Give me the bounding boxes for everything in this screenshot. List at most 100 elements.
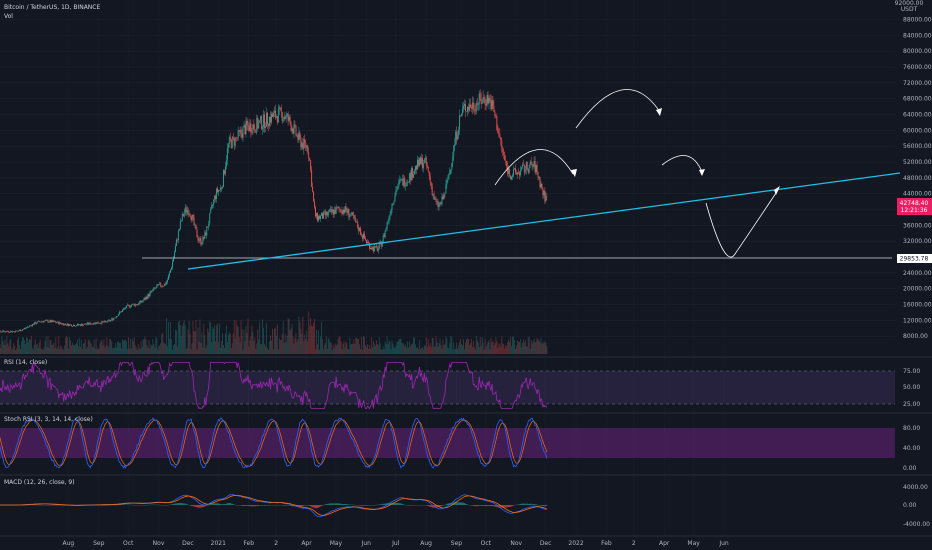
time-tick-label: Jun xyxy=(718,540,729,547)
volume-bar xyxy=(526,346,528,354)
candle-body xyxy=(430,182,432,186)
candle-body xyxy=(95,322,97,324)
projection-path[interactable] xyxy=(705,189,779,258)
volume-bar xyxy=(138,347,140,354)
current-price-tag xyxy=(897,198,932,215)
volume-bar xyxy=(544,341,546,354)
volume-bar xyxy=(111,341,113,354)
volume-bar xyxy=(254,337,256,354)
support-price-tag xyxy=(897,254,932,263)
volume-bar xyxy=(143,339,145,354)
macd-hist-bar xyxy=(344,503,346,505)
volume-bar xyxy=(61,346,63,354)
time-tick-label: Nov xyxy=(153,540,165,547)
macd-hist-bar xyxy=(231,503,233,505)
macd-hist-bar xyxy=(441,505,443,506)
volume-bar xyxy=(79,346,81,354)
candle-body xyxy=(149,292,151,297)
candle-body xyxy=(82,324,84,326)
volume-bar xyxy=(144,336,146,354)
macd-hist-bar xyxy=(224,503,226,505)
candle-body xyxy=(385,228,387,231)
symbol-title[interactable]: Bitcoin / TetherUS, 1D, BINANCE xyxy=(4,4,100,11)
arc-drawing-right-shoulder[interactable] xyxy=(661,155,703,173)
macd-hist-bar xyxy=(213,503,215,505)
volume-bar xyxy=(85,348,87,354)
volume-bar xyxy=(307,341,309,354)
candle-body xyxy=(239,130,241,132)
macd-hist-bar xyxy=(319,505,320,508)
macd-hist-bar xyxy=(301,505,303,507)
volume-bar xyxy=(20,349,22,354)
volume-bar xyxy=(409,341,411,354)
candle-body xyxy=(201,243,203,245)
candle-body xyxy=(64,323,66,326)
candle-body xyxy=(100,323,102,324)
volume-bar xyxy=(126,349,128,354)
volume-bar xyxy=(510,336,512,354)
candle-body xyxy=(252,124,254,134)
volume-bar xyxy=(320,321,322,354)
volume-bar xyxy=(300,328,302,354)
trend-line[interactable] xyxy=(187,172,901,270)
macd-hist-bar xyxy=(310,505,312,507)
volume-bar xyxy=(536,337,538,354)
volume-bar xyxy=(304,334,306,354)
candle-body xyxy=(32,324,34,325)
candle-body xyxy=(485,103,487,106)
macd-hist-bar xyxy=(257,505,259,506)
macd-hist-bar xyxy=(529,503,531,505)
candle-body xyxy=(470,107,472,109)
volume-bar xyxy=(255,348,257,354)
volume-bar xyxy=(487,341,489,354)
candle-body xyxy=(189,213,191,217)
candle-body xyxy=(370,248,372,250)
candle-body xyxy=(471,102,473,109)
candle-body xyxy=(344,206,346,213)
macd-hist-bar xyxy=(435,505,437,508)
candle-body xyxy=(225,159,227,167)
candle-body xyxy=(76,324,78,326)
volume-bar xyxy=(419,349,421,354)
candle-body xyxy=(66,324,68,326)
macd-hist-bar xyxy=(202,505,204,508)
macd-hist-bar xyxy=(513,505,514,506)
candle-body xyxy=(167,279,169,282)
volume-bar xyxy=(269,341,270,354)
macd-hist-bar xyxy=(543,505,545,507)
candle-body xyxy=(299,132,301,138)
macd-hist-bar xyxy=(331,503,333,505)
volume-bar xyxy=(337,339,339,354)
volume-bar xyxy=(110,339,112,354)
macd-hist-bar xyxy=(492,505,494,507)
time-tick-label: May xyxy=(687,540,700,547)
candle-body xyxy=(513,169,514,176)
macd-hist-bar xyxy=(427,505,429,507)
macd-hist-bar xyxy=(397,503,399,505)
volume-bar xyxy=(306,330,308,354)
candle-body xyxy=(122,309,123,313)
volume-bar xyxy=(369,348,371,354)
candle-body xyxy=(22,329,23,331)
price-axis[interactable]: 88000.00 84000.00 80000.00 76000.00 72000.00… xyxy=(903,17,932,341)
candle-body xyxy=(356,221,358,223)
macd-hist-bar xyxy=(460,502,462,505)
candle-body xyxy=(264,114,266,129)
candle-body xyxy=(39,321,41,323)
volume-bar xyxy=(344,347,346,354)
volume-bar xyxy=(415,344,416,354)
volume-bar xyxy=(158,345,160,354)
candle-body xyxy=(454,143,456,146)
volume-bar xyxy=(75,344,76,354)
volume-bar xyxy=(308,311,310,354)
candle-body xyxy=(17,330,19,332)
macd-hist-bar xyxy=(440,505,442,507)
volume-bar xyxy=(137,344,139,354)
macd-hist-bar xyxy=(191,505,193,506)
time-axis[interactable]: Aug Sep Oct Nov Dec 2021 Feb 2 Apr May Jun Jul Aug Se… xyxy=(63,540,729,547)
arc-drawing-head[interactable] xyxy=(575,89,661,129)
candle-body xyxy=(107,320,109,323)
macd-hist-bar xyxy=(509,505,511,507)
arc-drawing-left-shoulder[interactable] xyxy=(494,149,574,186)
